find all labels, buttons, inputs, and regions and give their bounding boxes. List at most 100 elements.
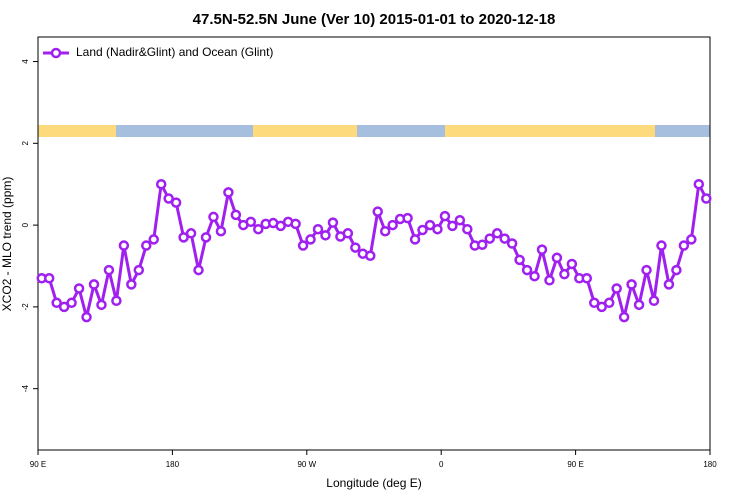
x-tick-label: 0 [439,460,444,469]
point [432,223,443,235]
point [342,228,354,239]
point [656,240,667,251]
y-axis-label: XCO2 - MLO trend (ppm) [0,177,14,312]
point [678,240,690,251]
point [320,230,331,241]
point [611,283,622,294]
point [454,214,466,226]
point [626,279,637,290]
point [701,193,712,204]
point [544,275,555,286]
plot-frame [37,36,711,451]
point [43,273,55,284]
point [223,187,234,198]
point [163,193,174,204]
point [551,252,563,264]
point [514,254,525,266]
y-tick-label: 0 [21,222,30,227]
point [275,220,286,232]
point [559,268,570,280]
point [133,264,145,276]
point [215,225,227,237]
point [73,283,85,294]
point [641,264,652,276]
point [603,297,615,309]
point [327,217,339,228]
point [126,279,137,290]
land-ocean-strip [38,125,710,137]
point [230,209,242,221]
point [103,264,115,276]
point [402,212,413,224]
point [111,295,122,306]
point [499,233,510,244]
y-tick-label: 2 [21,141,30,146]
series-line [41,179,708,318]
point [693,178,705,190]
point [365,250,376,262]
point [58,301,70,313]
point [462,223,473,235]
point [536,244,548,255]
point [305,234,316,245]
point [633,299,645,311]
point [66,297,77,309]
point [118,240,130,251]
point [290,218,301,230]
x-tick-label: 90 W [297,460,316,469]
legend-marker [50,47,62,59]
x-axis-label: Longitude (deg E) [326,476,421,490]
point [596,301,607,313]
point [372,206,383,217]
x-tick-label: 180 [166,460,180,469]
point [447,220,458,232]
point [155,178,167,190]
x-tick-label: 180 [703,460,717,469]
point [648,295,660,306]
y-tick-label: 4 [21,59,30,64]
y-tick-label: -4 [21,385,30,393]
point [663,279,675,290]
point [409,234,421,245]
point [253,223,264,235]
point [581,273,593,284]
point [96,299,107,311]
point [51,297,62,309]
legend-label: Land (Nadir&Glint) and Ocean (Glint) [76,45,273,59]
point [506,238,518,249]
x-tick-label: 90 E [567,460,583,469]
point [350,242,361,253]
x-tick-label: 90 E [30,460,46,469]
point [387,219,398,231]
point [178,232,189,243]
point [245,216,257,228]
point [686,234,697,245]
point [170,197,182,208]
point [148,234,159,245]
point [312,223,324,235]
point [141,240,152,251]
y-tick-label: -2 [21,303,30,311]
point [618,311,630,323]
point [185,228,197,239]
point [566,258,578,270]
point [81,311,92,323]
point [88,279,100,290]
point [521,264,533,276]
point [484,233,495,244]
chart-title: 47.5N-52.5N June (Ver 10) 2015-01-01 to … [193,11,556,28]
point [439,210,451,222]
point [491,228,503,239]
point [477,239,488,250]
point [193,264,204,276]
point [424,219,436,231]
point [379,225,391,237]
point [208,211,219,223]
point [200,232,212,243]
point [297,240,309,251]
point [589,297,600,309]
point [417,224,428,236]
point [671,264,682,276]
point [529,270,540,282]
